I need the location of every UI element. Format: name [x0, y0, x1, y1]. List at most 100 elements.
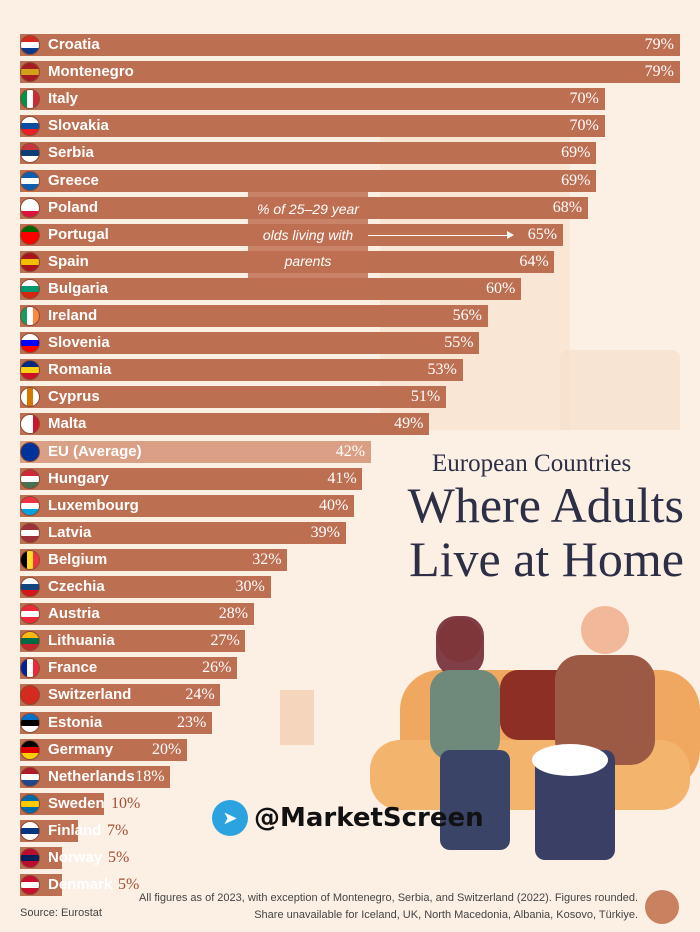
bar-row: Greece 69%	[0, 169, 700, 192]
bar-row: Italy 70%	[0, 88, 700, 111]
value-label: 49%	[394, 415, 424, 433]
flag-icon	[20, 848, 40, 868]
bar	[20, 576, 271, 598]
bar	[20, 738, 187, 761]
category-label: Denmark	[48, 876, 113, 894]
bar	[20, 657, 238, 680]
bar-row: Netherlands 18%	[0, 765, 700, 788]
bar	[20, 142, 597, 165]
category-label: Greece	[48, 171, 99, 189]
flag-icon	[20, 577, 40, 597]
value-label: 30%	[235, 578, 265, 595]
bar-row: Sweden 10%	[0, 792, 700, 815]
category-label: Slovakia	[48, 117, 109, 135]
category-label: Luxembourg	[48, 496, 139, 514]
value-label: 20%	[152, 740, 182, 758]
flag-icon	[20, 712, 40, 733]
chart-annotation: % of 25–29 year olds living with parents	[248, 190, 368, 285]
category-label: Italy	[48, 90, 79, 108]
bar	[20, 711, 213, 734]
value-label: 18%	[135, 767, 165, 785]
bar-row: Finland 7%	[0, 819, 700, 842]
footnote-line-2: Share unavailable for Iceland, UK, North…	[254, 909, 638, 921]
annotation-text: % of 25–29 year olds living with parents	[257, 201, 359, 269]
value-label: 79%	[644, 63, 674, 81]
value-label: 65%	[527, 225, 558, 243]
category-label: Malta	[48, 415, 87, 433]
flag-icon	[20, 495, 40, 516]
bar-row: Estonia 23%	[0, 711, 700, 734]
woman-legs	[440, 750, 510, 850]
bar-row: Ireland 56%	[0, 305, 700, 327]
bar	[20, 630, 246, 653]
category-label: Serbia	[48, 144, 94, 162]
flag-icon	[20, 549, 40, 570]
category-label: Netherlands	[48, 767, 135, 785]
lamp-decoration	[560, 350, 680, 430]
bar	[20, 305, 488, 327]
category-label: Belgium	[48, 550, 108, 568]
value-label: 56%	[452, 307, 482, 324]
cat	[532, 744, 608, 776]
flag-icon	[20, 468, 40, 489]
value-label: 27%	[210, 632, 240, 650]
category-label: Hungary	[48, 469, 109, 487]
value-label: 26%	[202, 659, 232, 677]
flag-icon	[20, 658, 40, 679]
flag-icon	[20, 414, 40, 435]
bar-row: France 26%	[0, 657, 700, 680]
flag-icon	[20, 793, 40, 814]
bar	[20, 548, 288, 571]
flag-icon	[20, 766, 40, 787]
bar-row: Czechia 30%	[0, 576, 700, 598]
woman-body	[430, 670, 500, 760]
value-label: 23%	[177, 713, 207, 731]
category-label: Sweden	[48, 794, 105, 812]
category-label: Finland	[48, 821, 102, 839]
category-label: Montenegro	[48, 63, 134, 81]
value-label: 60%	[486, 279, 516, 297]
bar	[20, 332, 480, 355]
flag-icon	[20, 224, 40, 245]
bar-row: Montenegro 79%	[0, 61, 700, 84]
category-label: Croatia	[48, 36, 100, 53]
value-label: 39%	[310, 523, 340, 541]
flag-icon	[20, 333, 40, 354]
bar-row: Serbia 69%	[0, 142, 700, 165]
value-label: 64%	[519, 252, 549, 270]
flag-icon	[20, 820, 40, 841]
bar	[20, 603, 254, 626]
bar	[20, 440, 371, 463]
value-label: 69%	[561, 144, 591, 162]
bar-row: Latvia 39%	[0, 521, 700, 544]
source: Source: Eurostat	[20, 907, 102, 919]
bar-row: Bulgaria 60%	[0, 277, 700, 300]
bar	[20, 494, 354, 517]
category-label: Lithuania	[48, 632, 115, 650]
value-label: 79%	[644, 36, 674, 53]
bar	[20, 115, 605, 138]
plant-pot-decoration	[280, 690, 314, 745]
bar	[20, 386, 446, 409]
value-label: 70%	[569, 90, 599, 108]
bar	[20, 359, 463, 382]
bar	[20, 277, 521, 300]
flag-icon	[20, 35, 40, 55]
flag-icon	[20, 143, 40, 164]
chart-title: Where Adults Live at Home	[407, 477, 684, 587]
telegram-icon: ➤	[212, 800, 248, 836]
value-label: 24%	[185, 686, 215, 704]
flag-icon	[20, 197, 40, 218]
footnote-line-1: All figures as of 2023, with exception o…	[139, 892, 638, 904]
bar	[20, 521, 346, 544]
category-label: Czechia	[48, 578, 105, 595]
bar-row: Austria 28%	[0, 603, 700, 626]
value-label: 41%	[327, 469, 357, 487]
bar-row: Croatia 79%	[0, 34, 700, 56]
value-label: 40%	[319, 496, 349, 514]
category-label: Cyprus	[48, 388, 100, 406]
bar-row: Malta 49%	[0, 413, 700, 436]
bar	[20, 684, 221, 707]
value-label: 10%	[111, 794, 141, 812]
